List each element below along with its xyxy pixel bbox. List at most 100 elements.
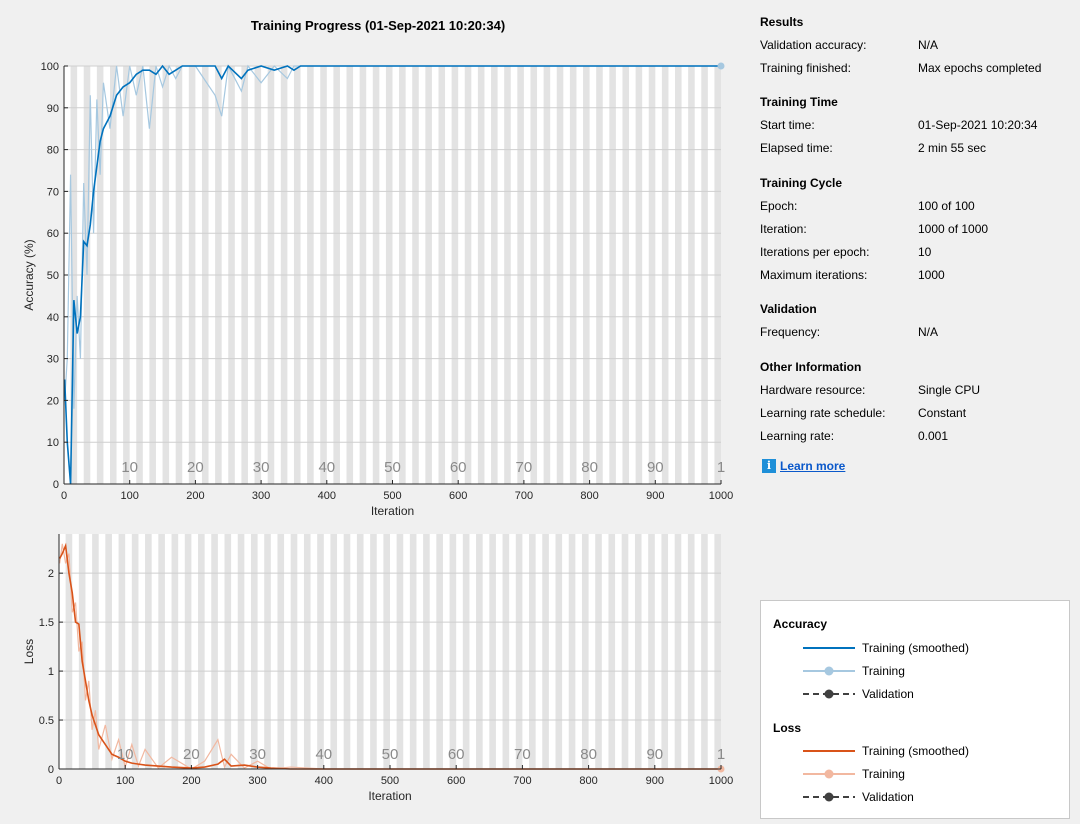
line-swatch-icon bbox=[803, 647, 855, 649]
x-tick-label: 0 bbox=[61, 490, 67, 502]
epoch-band bbox=[409, 534, 417, 769]
epoch-band bbox=[290, 534, 298, 769]
learn-more-link[interactable]: i Learn more bbox=[762, 459, 845, 473]
y-tick-label: 60 bbox=[47, 228, 59, 240]
legend-accuracy-validation: Validation bbox=[803, 687, 1063, 701]
y-tick-label: 70 bbox=[47, 186, 59, 198]
legend-accuracy-smoothed: Training (smoothed) bbox=[803, 641, 1063, 655]
validation-accuracy-label: Validation accuracy: bbox=[760, 38, 867, 52]
epoch-band bbox=[674, 534, 682, 769]
learning-rate-value: 0.001 bbox=[918, 429, 949, 443]
x-tick-label: 700 bbox=[515, 490, 533, 502]
accuracy-plot bbox=[63, 62, 725, 485]
epoch-band bbox=[264, 534, 271, 769]
maximum-iterations-label: Maximum iterations: bbox=[760, 268, 868, 282]
epoch-band bbox=[211, 534, 218, 769]
y-tick-label: 30 bbox=[47, 354, 59, 366]
x-tick-label: 700 bbox=[513, 775, 531, 787]
y-tick-label: 0 bbox=[53, 479, 59, 491]
legend-label: Training bbox=[862, 664, 905, 678]
x-tick-label: 600 bbox=[449, 490, 467, 502]
epoch-band bbox=[396, 534, 404, 769]
training-finished-label: Training finished: bbox=[760, 61, 851, 75]
legend-label: Training (smoothed) bbox=[862, 744, 969, 758]
epoch-label: 80 bbox=[580, 746, 597, 763]
y-tick-label: 1 bbox=[48, 666, 54, 678]
epoch-band bbox=[356, 534, 364, 769]
epoch-band bbox=[303, 534, 311, 769]
learn-more-label[interactable]: Learn more bbox=[780, 459, 846, 473]
epoch-band bbox=[383, 534, 390, 769]
x-tick-label: 100 bbox=[116, 775, 134, 787]
epoch-band bbox=[714, 534, 721, 769]
legend-accuracy-heading: Accuracy bbox=[773, 617, 828, 631]
plot-title: Training Progress (01-Sep-2021 10:20:34) bbox=[251, 18, 505, 33]
y-tick-label: 100 bbox=[41, 61, 59, 73]
x-tick-label: 300 bbox=[252, 490, 270, 502]
epoch-band bbox=[184, 534, 192, 769]
epoch-band bbox=[105, 534, 112, 769]
epoch-band bbox=[568, 534, 576, 769]
iteration-value: 1000 of 1000 bbox=[918, 222, 989, 236]
x-tick-label: 400 bbox=[318, 490, 336, 502]
legend-box: Accuracy Training (smoothed) Training Va… bbox=[760, 600, 1070, 819]
epoch-band bbox=[171, 534, 179, 769]
validation-accuracy-value: N/A bbox=[918, 38, 939, 52]
frequency-label: Frequency: bbox=[760, 325, 821, 339]
line-marker-swatch-icon bbox=[803, 769, 855, 779]
epoch-band bbox=[370, 534, 377, 769]
epoch-label: 10 bbox=[117, 746, 134, 763]
x-tick-label: 300 bbox=[248, 775, 266, 787]
epoch-band bbox=[449, 534, 457, 769]
epoch-band bbox=[608, 534, 616, 769]
dashed-marker-swatch-icon bbox=[803, 792, 855, 802]
learning-rate-schedule-value: Constant bbox=[918, 406, 967, 420]
y-tick-label: 0.5 bbox=[39, 715, 54, 727]
line-swatch-icon bbox=[803, 750, 855, 752]
epoch-label: 10 bbox=[121, 459, 138, 476]
epoch-label: 50 bbox=[382, 746, 399, 763]
y-axis-label: Loss bbox=[22, 639, 36, 664]
epoch-label: 1 bbox=[717, 459, 725, 476]
dashed-marker-swatch-icon bbox=[803, 689, 855, 699]
epoch-label: 80 bbox=[581, 459, 598, 476]
iteration-label: Iteration: bbox=[760, 222, 807, 236]
x-tick-label: 500 bbox=[383, 490, 401, 502]
y-tick-label: 80 bbox=[47, 145, 59, 157]
legend-label: Training (smoothed) bbox=[862, 641, 969, 655]
epoch-band bbox=[687, 534, 695, 769]
epoch-band bbox=[277, 534, 285, 769]
y-tick-label: 0 bbox=[48, 764, 54, 776]
x-tick-label: 200 bbox=[182, 775, 200, 787]
x-tick-label: 600 bbox=[447, 775, 465, 787]
epoch-band bbox=[555, 534, 563, 769]
y-tick-label: 20 bbox=[47, 395, 59, 407]
epoch-label: 60 bbox=[448, 746, 465, 763]
elapsed-time-label: Elapsed time: bbox=[760, 141, 833, 155]
epoch-band bbox=[250, 534, 258, 769]
legend-loss-heading: Loss bbox=[773, 721, 802, 735]
epoch-band bbox=[330, 534, 338, 769]
legend-loss-smoothed: Training (smoothed) bbox=[803, 744, 1063, 758]
epoch-band bbox=[198, 534, 205, 769]
learning-rate-label: Learning rate: bbox=[760, 429, 835, 443]
y-tick-label: 2 bbox=[48, 568, 54, 580]
legend-label: Validation bbox=[862, 687, 914, 701]
x-tick-label: 900 bbox=[646, 775, 664, 787]
epoch-band bbox=[224, 534, 232, 769]
epoch-band bbox=[158, 534, 165, 769]
training-time-heading: Training Time bbox=[760, 95, 838, 109]
other-information-heading: Other Information bbox=[760, 360, 862, 374]
x-tick-label: 500 bbox=[381, 775, 399, 787]
iterations-per-epoch-value: 10 bbox=[918, 245, 932, 259]
learning-rate-schedule-label: Learning rate schedule: bbox=[760, 406, 886, 420]
x-tick-label: 900 bbox=[646, 490, 664, 502]
epoch-label: 30 bbox=[253, 459, 270, 476]
x-tick-label: 200 bbox=[186, 490, 204, 502]
legend-label: Training bbox=[862, 767, 905, 781]
epoch-band bbox=[595, 534, 602, 769]
x-tick-label: 400 bbox=[315, 775, 333, 787]
epoch-label: 90 bbox=[646, 746, 663, 763]
x-axis-label: Iteration bbox=[368, 789, 411, 803]
